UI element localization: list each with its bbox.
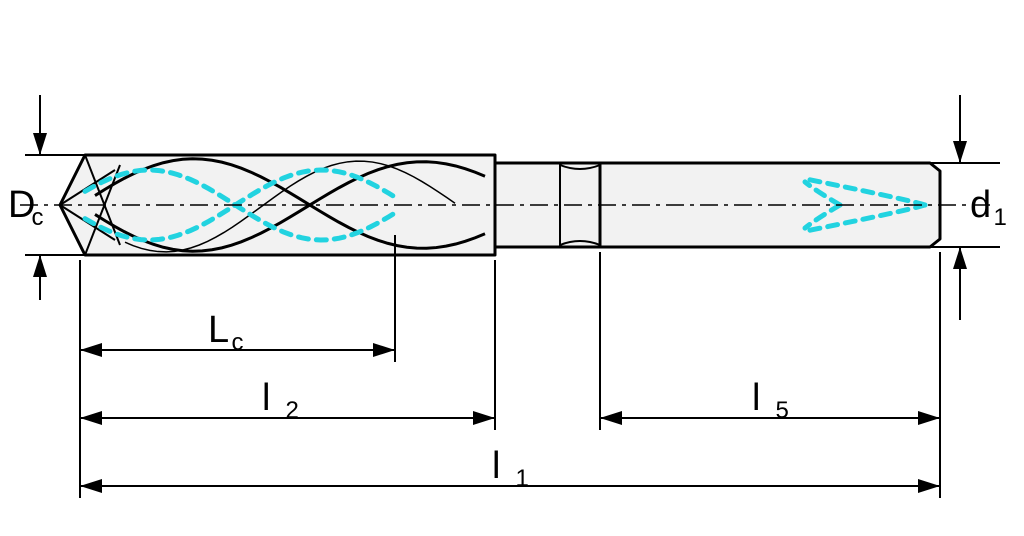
svg-text:l: l	[262, 377, 270, 419]
svg-text:c: c	[232, 329, 244, 356]
svg-text:1: 1	[994, 204, 1007, 231]
label-Lc: Lc	[208, 309, 244, 356]
label-l5: l5	[752, 377, 789, 424]
label-l2: l2	[262, 377, 299, 424]
svg-text:l: l	[752, 377, 760, 419]
svg-text:2: 2	[286, 397, 299, 424]
svg-text:l: l	[492, 445, 500, 487]
label-d1: d1	[970, 184, 1007, 231]
svg-text:L: L	[208, 309, 229, 351]
svg-text:c: c	[32, 204, 44, 231]
label-Dc: Dc	[8, 184, 44, 231]
label-l1: l1	[492, 445, 529, 492]
svg-text:d: d	[970, 184, 991, 226]
svg-text:1: 1	[516, 465, 529, 492]
svg-text:5: 5	[776, 397, 789, 424]
